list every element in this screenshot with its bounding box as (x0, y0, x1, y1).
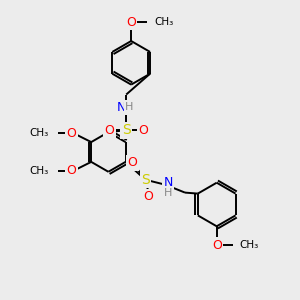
Text: O: O (212, 238, 222, 252)
Text: CH₃: CH₃ (154, 17, 173, 27)
Text: N: N (117, 101, 126, 114)
Text: O: O (67, 127, 76, 140)
Text: H: H (125, 102, 134, 112)
Text: N: N (164, 176, 173, 189)
Text: O: O (128, 156, 137, 170)
Text: H: H (164, 188, 172, 198)
Text: O: O (126, 16, 136, 29)
Text: CH₃: CH₃ (239, 240, 259, 250)
Text: CH₃: CH₃ (29, 166, 49, 176)
Text: O: O (138, 124, 148, 137)
Text: S: S (122, 123, 130, 137)
Text: O: O (143, 190, 153, 203)
Text: O: O (67, 164, 76, 177)
Text: CH₃: CH₃ (29, 128, 49, 138)
Text: S: S (141, 173, 150, 187)
Text: O: O (104, 124, 114, 137)
